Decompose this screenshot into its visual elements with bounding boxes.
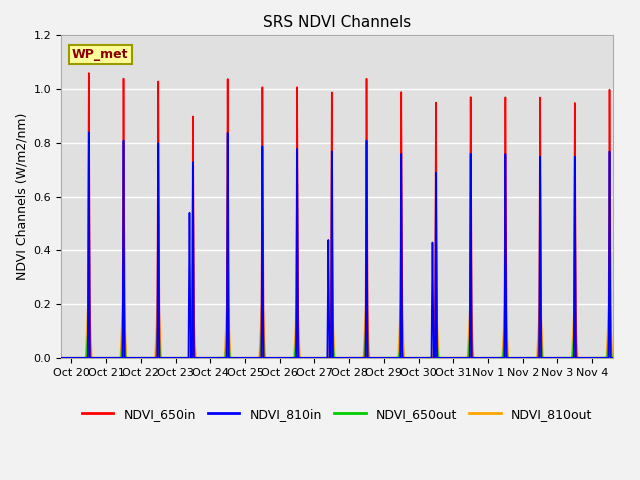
Title: SRS NDVI Channels: SRS NDVI Channels [263,15,411,30]
Legend: NDVI_650in, NDVI_810in, NDVI_650out, NDVI_810out: NDVI_650in, NDVI_810in, NDVI_650out, NDV… [77,403,597,426]
Text: WP_met: WP_met [72,48,129,61]
Y-axis label: NDVI Channels (W/m2/nm): NDVI Channels (W/m2/nm) [15,113,28,280]
